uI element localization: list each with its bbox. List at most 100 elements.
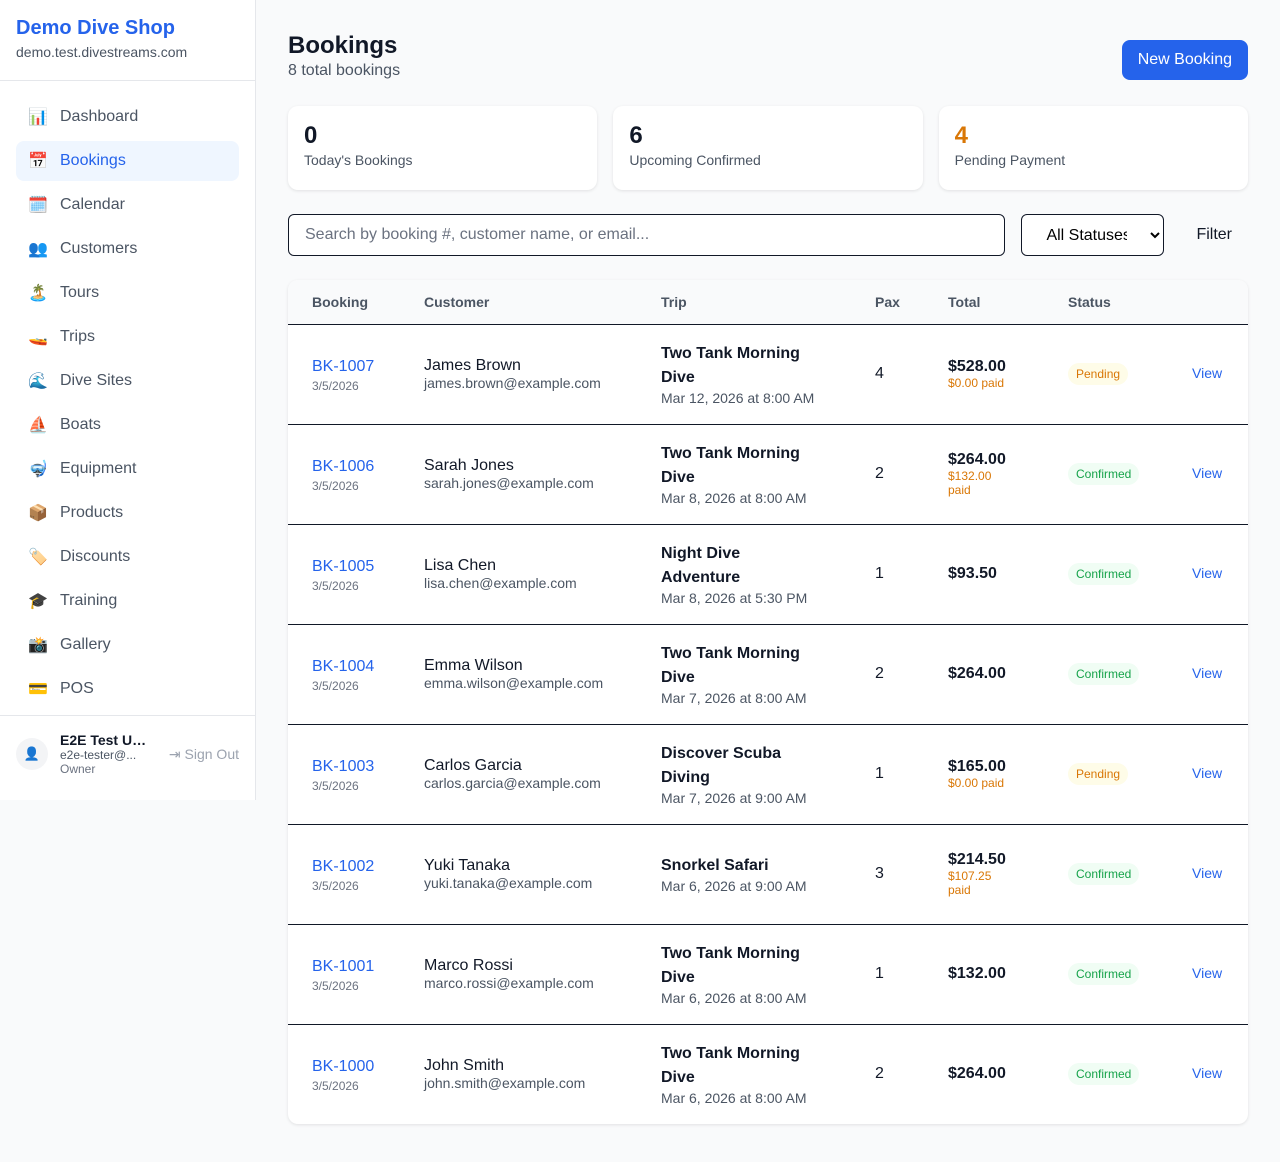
booking-id-link[interactable]: BK-1006: [312, 458, 375, 475]
filter-button[interactable]: Filter: [1180, 226, 1248, 244]
sidebar-item-label: Calendar: [60, 196, 125, 213]
column-header: Status: [1044, 280, 1168, 325]
table-row: BK-1006 3/5/2026 Sarah Jones sarah.jones@e…: [288, 424, 1248, 525]
sidebar-item-products[interactable]: 📦 Products: [16, 493, 239, 533]
sign-out-label: Sign Out: [184, 745, 239, 762]
stat-label: Upcoming Confirmed: [629, 152, 761, 168]
stats-row: 0 Today's Bookings 6 Upcoming Confirmed 4 Pen…: [288, 106, 1248, 190]
sidebar-item-gallery[interactable]: 📸 Gallery: [16, 625, 239, 665]
booking-date: 3/5/2026: [312, 679, 359, 693]
sidebar-item-label: Customers: [60, 240, 138, 257]
trip-name: Discover Scuba Diving: [661, 745, 782, 786]
view-link[interactable]: View: [1192, 465, 1223, 481]
column-header: Booking: [288, 280, 400, 325]
view-link[interactable]: View: [1192, 1065, 1223, 1082]
amount-paid: $0.00 paid: [948, 776, 1005, 790]
page-subtitle: 8 total bookings: [288, 62, 401, 79]
sidebar-item-tours[interactable]: 🏝️ Tours: [16, 273, 239, 313]
customer-name: John Smith: [424, 1057, 505, 1075]
table-header: Booking Customer Trip Pax Total Status: [288, 280, 1248, 325]
sidebar-item-label: Tours: [60, 284, 100, 301]
customer-name: James Brown: [424, 357, 521, 374]
pax-count: 1: [851, 924, 924, 1025]
sidebar-item-label: Bookings: [60, 152, 126, 169]
sidebar-item-equipment[interactable]: 🤿 Equipment: [16, 449, 239, 489]
status-badge: Confirmed: [1068, 863, 1140, 885]
booking-date: 3/5/2026: [312, 379, 359, 393]
booking-total: $264.00: [948, 451, 1006, 468]
trip-date: Mar 6, 2026 at 8:00 AM: [661, 990, 807, 1006]
search-input[interactable]: [288, 214, 1006, 256]
booking-total: $264.00: [948, 665, 1006, 682]
booking-id-link[interactable]: BK-1004: [312, 658, 375, 675]
booking-id-link[interactable]: BK-1005: [312, 558, 375, 575]
status-badge: Confirmed: [1068, 563, 1140, 585]
sidebar-item-label: Training: [60, 592, 118, 609]
sidebar-item-discounts[interactable]: 🏷️ Discounts: [16, 537, 239, 577]
booking-total: $93.50: [948, 565, 997, 582]
amount-paid: $107.25 paid: [948, 869, 992, 897]
booking-id-link[interactable]: BK-1001: [312, 958, 375, 975]
customer-name: Lisa Chen: [424, 557, 497, 574]
shop-name[interactable]: Demo Dive Shop: [16, 17, 175, 39]
customer-email: james.brown@example.com: [424, 375, 601, 391]
sidebar-item-pos[interactable]: 💳 POS: [16, 669, 239, 709]
amount-paid: $0.00 paid: [948, 376, 1005, 390]
view-link[interactable]: View: [1192, 565, 1223, 581]
sidebar-item-customers[interactable]: 👥 Customers: [16, 229, 239, 269]
boats-icon: ⛵: [28, 417, 48, 434]
sidebar-nav: 📊 Dashboard 📅 Bookings 🗓️ Calendar 👥 Customers 🏝…: [0, 81, 255, 709]
status-badge: Confirmed: [1068, 463, 1140, 485]
status-select[interactable]: All Statuses: [1021, 214, 1165, 256]
trip-date: Mar 8, 2026 at 5:30 PM: [661, 590, 808, 606]
status-badge: Confirmed: [1068, 663, 1140, 685]
view-link[interactable]: View: [1192, 865, 1223, 881]
booking-id-link[interactable]: BK-1007: [312, 358, 375, 375]
trip-date: Mar 8, 2026 at 8:00 AM: [661, 490, 807, 506]
column-header: Pax: [851, 280, 924, 325]
sidebar-item-bookings[interactable]: 📅 Bookings: [16, 141, 239, 181]
status-badge: Pending: [1068, 363, 1129, 385]
pax-count: 2: [875, 1065, 884, 1083]
dive-sites-icon: 🌊: [28, 373, 48, 390]
customer-name: Carlos Garcia: [424, 757, 522, 774]
booking-id-link[interactable]: BK-1003: [312, 758, 375, 775]
new-booking-button[interactable]: New Booking: [1121, 40, 1248, 80]
sidebar-item-trips[interactable]: 🚤 Trips: [16, 317, 239, 357]
booking-date: 3/5/2026: [312, 879, 359, 893]
view-link[interactable]: View: [1192, 765, 1223, 781]
table-row: BK-1005 3/5/2026 Lisa Chen lisa.chen@examp…: [288, 524, 1248, 625]
bookings-table: Booking Customer Trip Pax Total Status BK-100…: [288, 280, 1248, 1124]
view-link[interactable]: View: [1192, 365, 1223, 381]
calendar-icon: 🗓️: [28, 197, 48, 214]
sign-out-button[interactable]: ⇥ Sign Out: [169, 746, 239, 763]
trip-date: Mar 7, 2026 at 9:00 AM: [661, 790, 807, 806]
pos-icon: 💳: [28, 681, 48, 698]
sidebar-item-label: Products: [60, 504, 124, 521]
booking-id-link[interactable]: BK-1000: [312, 1058, 375, 1076]
table-row: BK-1001 3/5/2026 Marco Rossi marco.rossi@e…: [288, 924, 1248, 1025]
view-link[interactable]: View: [1192, 665, 1223, 681]
pax-count: 1: [851, 724, 924, 825]
sidebar-item-dashboard[interactable]: 📊 Dashboard: [16, 97, 239, 137]
sidebar-item-calendar[interactable]: 🗓️ Calendar: [16, 185, 239, 225]
user-panel: 👤 E2E Test User e2e-tester@... Owner ⇥ S…: [0, 715, 255, 792]
sidebar-item-training[interactable]: 🎓 Training: [16, 581, 239, 621]
gallery-icon: 📸: [28, 637, 48, 654]
view-link[interactable]: View: [1192, 965, 1223, 981]
shop-domain: demo.test.divestreams.com: [16, 44, 188, 60]
sidebar-item-label: Equipment: [60, 460, 137, 477]
equipment-icon: 🤿: [28, 461, 48, 478]
booking-id-link[interactable]: BK-1002: [312, 858, 375, 875]
column-header: Trip: [637, 280, 851, 325]
sidebar-item-label: POS: [60, 680, 94, 697]
trip-date: Mar 6, 2026 at 9:00 AM: [661, 878, 807, 894]
table-row: BK-1000 3/5/2026 John Smith john.smith@exa…: [288, 1024, 1248, 1124]
sidebar-item-dive-sites[interactable]: 🌊 Dive Sites: [16, 361, 239, 401]
sidebar-item-label: Discounts: [60, 548, 131, 565]
customer-email: sarah.jones@example.com: [424, 475, 594, 491]
stat-value: 0: [304, 122, 318, 149]
booking-total: $264.00: [948, 1065, 1006, 1083]
sidebar-item-boats[interactable]: ⛵ Boats: [16, 405, 239, 445]
table-row: BK-1002 3/5/2026 Yuki Tanaka yuki.tanaka@e…: [288, 824, 1248, 925]
